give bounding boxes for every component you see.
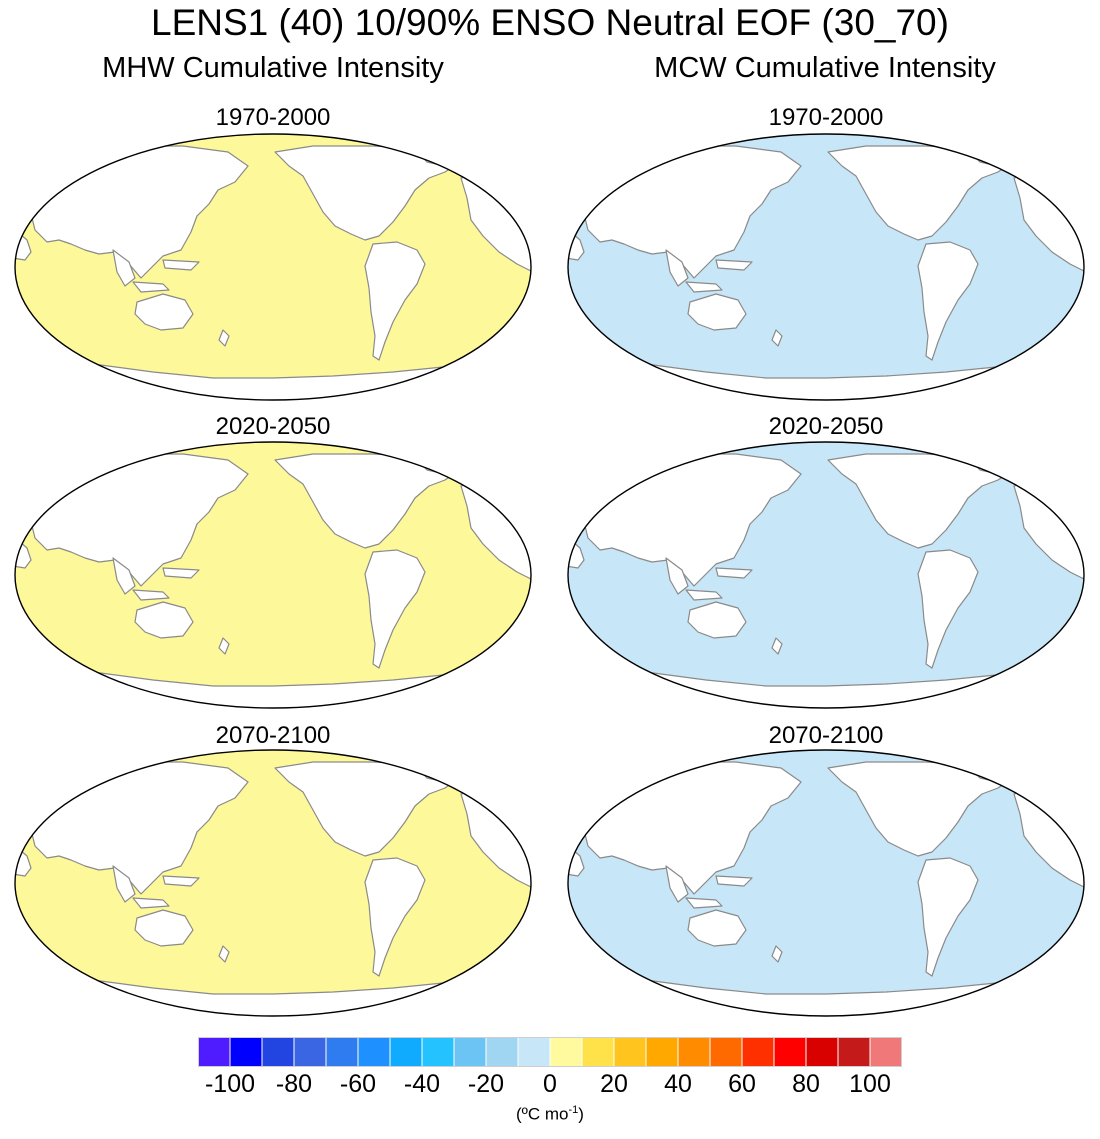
mhw-panel-title-2070: 2070-2100 — [215, 722, 331, 749]
colorbar-tick-label: -40 — [403, 1070, 441, 1098]
colorbar-box — [805, 1037, 839, 1067]
anomaly-patch — [970, 150, 984, 156]
colorbar-box — [709, 1037, 743, 1067]
colorbar — [198, 1037, 902, 1067]
landmass — [112, 557, 136, 595]
landmass — [134, 601, 194, 639]
landmass — [685, 589, 723, 601]
colorbar-tick-label: -80 — [275, 1070, 313, 1098]
landmass — [218, 637, 230, 655]
colorbar-box — [645, 1037, 679, 1067]
landmass — [364, 857, 426, 977]
landmass — [134, 293, 194, 331]
colorbar-tick-label: 40 — [664, 1070, 692, 1098]
colorbar-box — [389, 1037, 423, 1067]
landmass — [685, 897, 723, 909]
colorbar-box — [837, 1037, 871, 1067]
colorbar-box — [517, 1037, 551, 1067]
mhw-panel-title-2020: 2020-2050 — [215, 413, 331, 440]
colorbar-box — [613, 1037, 647, 1067]
landmass — [665, 557, 689, 595]
globe-outline — [567, 441, 1085, 709]
figure-title: LENS1 (40) 10/90% ENSO Neutral EOF (30_7… — [151, 2, 949, 43]
globe-outline — [14, 441, 532, 709]
anomaly-patch — [417, 150, 431, 156]
globe-outline — [567, 749, 1085, 1017]
landmass — [687, 293, 747, 331]
landmass — [132, 589, 170, 601]
colorbar-box — [421, 1037, 455, 1067]
landmass — [715, 875, 753, 887]
colorbar-box — [261, 1037, 295, 1067]
landmass — [218, 945, 230, 963]
landmass — [687, 909, 747, 947]
colorbar-box — [198, 1037, 231, 1067]
landmass — [665, 865, 689, 903]
landmass — [917, 549, 979, 669]
colorbar-box — [453, 1037, 487, 1067]
colorbar-tick-label: -60 — [339, 1070, 377, 1098]
landmass — [162, 259, 200, 271]
landmass — [162, 567, 200, 579]
mcw-panel-title-1970: 1970-2000 — [768, 104, 884, 131]
mcw-map-1970-2000 — [567, 133, 1085, 401]
landmass — [715, 567, 753, 579]
colorbar-tick-label: 0 — [543, 1070, 557, 1098]
colorbar-units: (ºC mo-1) — [516, 1104, 584, 1124]
landmass — [364, 549, 426, 669]
landmass — [218, 329, 230, 347]
colorbar-box — [869, 1037, 902, 1067]
landmass — [132, 281, 170, 293]
globe-outline — [14, 133, 532, 401]
landmass — [771, 945, 783, 963]
colorbar-box — [773, 1037, 807, 1067]
mcw-map-2020-2050 — [567, 441, 1085, 709]
mhw-panel-title-1970: 1970-2000 — [215, 104, 331, 131]
colorbar-box — [357, 1037, 391, 1067]
globe-outline — [567, 133, 1085, 401]
landmass — [771, 637, 783, 655]
landmass — [771, 329, 783, 347]
colorbar-tick-label: 20 — [600, 1070, 628, 1098]
landmass — [364, 241, 426, 361]
landmass — [134, 909, 194, 947]
colorbar-box — [485, 1037, 519, 1067]
landmass — [112, 865, 136, 903]
anomaly-patch — [417, 458, 431, 464]
landmass — [917, 241, 979, 361]
globe-outline — [14, 749, 532, 1017]
landmass — [715, 259, 753, 271]
mhw-map-2020-2050 — [14, 441, 532, 709]
mhw-map-2070-2100 — [14, 749, 532, 1017]
landmass — [132, 897, 170, 909]
mcw-column-title: MCW Cumulative Intensity — [654, 52, 996, 84]
landmass — [687, 601, 747, 639]
colorbar-tick-label: -20 — [467, 1070, 505, 1098]
mcw-panel-title-2070: 2070-2100 — [768, 722, 884, 749]
colorbar-box — [549, 1037, 583, 1067]
landmass — [112, 249, 136, 287]
mcw-map-2070-2100 — [567, 749, 1085, 1017]
colorbar-tick-label: 80 — [792, 1070, 820, 1098]
colorbar-box — [741, 1037, 775, 1067]
colorbar-box — [293, 1037, 327, 1067]
colorbar-box — [229, 1037, 263, 1067]
colorbar-tick-label: 60 — [728, 1070, 756, 1098]
landmass — [665, 249, 689, 287]
anomaly-patch — [970, 766, 984, 772]
landmass — [917, 857, 979, 977]
anomaly-patch — [417, 766, 431, 772]
mcw-panel-title-2020: 2020-2050 — [768, 413, 884, 440]
colorbar-tick-label: 100 — [849, 1070, 891, 1098]
colorbar-box — [581, 1037, 615, 1067]
landmass — [162, 875, 200, 887]
mhw-column-title: MHW Cumulative Intensity — [102, 52, 444, 84]
mhw-map-1970-2000 — [14, 133, 532, 401]
colorbar-box — [325, 1037, 359, 1067]
anomaly-patch — [970, 458, 984, 464]
colorbar-tick-label: -100 — [204, 1070, 256, 1098]
landmass — [685, 281, 723, 293]
colorbar-box — [677, 1037, 711, 1067]
colorbar-border — [198, 1037, 902, 1067]
